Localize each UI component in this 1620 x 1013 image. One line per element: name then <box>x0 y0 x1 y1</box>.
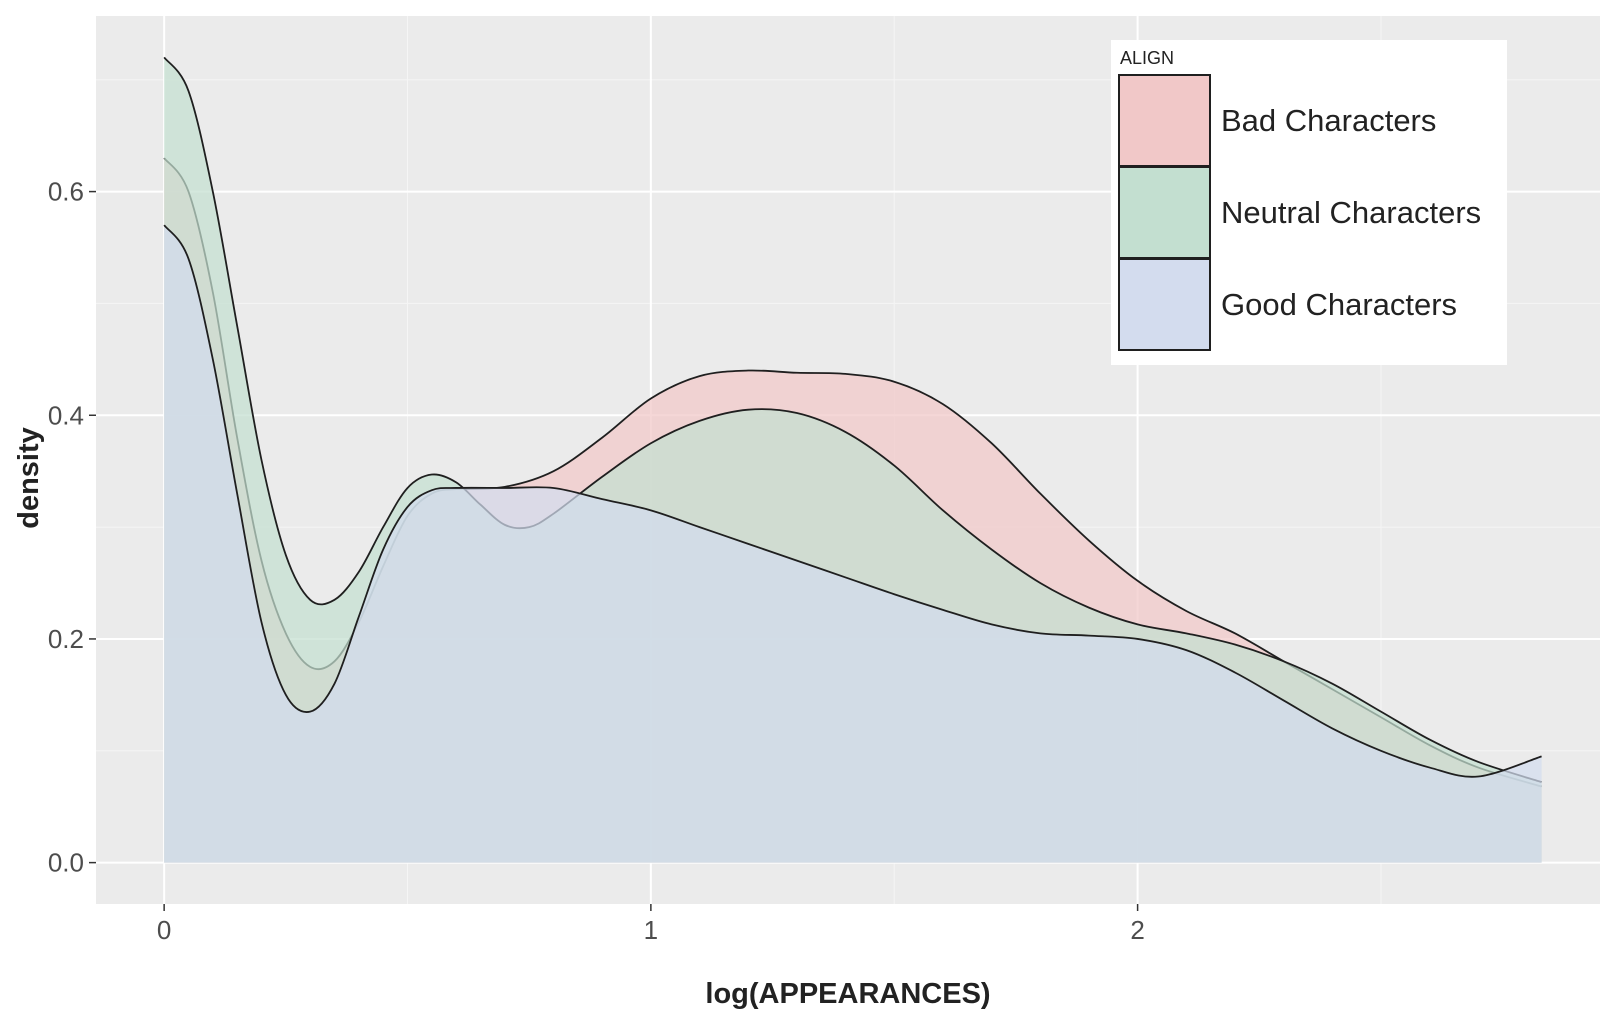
line-neutral-characters <box>163 56 1542 783</box>
legend-title: ALIGN <box>1120 48 1174 68</box>
line-good-characters <box>163 224 1542 778</box>
x-tick-label: 0 <box>157 915 171 945</box>
density-areas <box>163 56 1542 863</box>
y-tick-label: 0.2 <box>48 624 84 654</box>
y-tick-label: 0.6 <box>48 177 84 207</box>
legend-label: Good Characters <box>1221 287 1457 322</box>
area-good-characters <box>164 225 1542 863</box>
y-axis-title: density <box>13 427 45 529</box>
legend-label: Neutral Characters <box>1221 195 1481 230</box>
legend-items: Bad Characters Neutral Characters Good Cha… <box>1118 74 1481 351</box>
legend-key <box>1118 166 1211 259</box>
y-tick-label: 0.4 <box>48 400 84 430</box>
x-axis-ticks: 0 1 2 <box>157 904 1145 945</box>
x-tick-label: 1 <box>644 915 658 945</box>
legend-label: Bad Characters <box>1221 103 1436 138</box>
legend: ALIGN Bad Characters Neutral Characters Go… <box>1111 40 1507 365</box>
x-axis-title: log(APPEARANCES) <box>705 978 990 1010</box>
legend-key <box>1118 258 1211 351</box>
y-axis-ticks: 0.0 0.2 0.4 0.6 <box>48 177 96 878</box>
x-tick-label: 2 <box>1130 915 1144 945</box>
y-tick-label: 0.0 <box>48 848 84 878</box>
legend-key <box>1118 74 1211 167</box>
